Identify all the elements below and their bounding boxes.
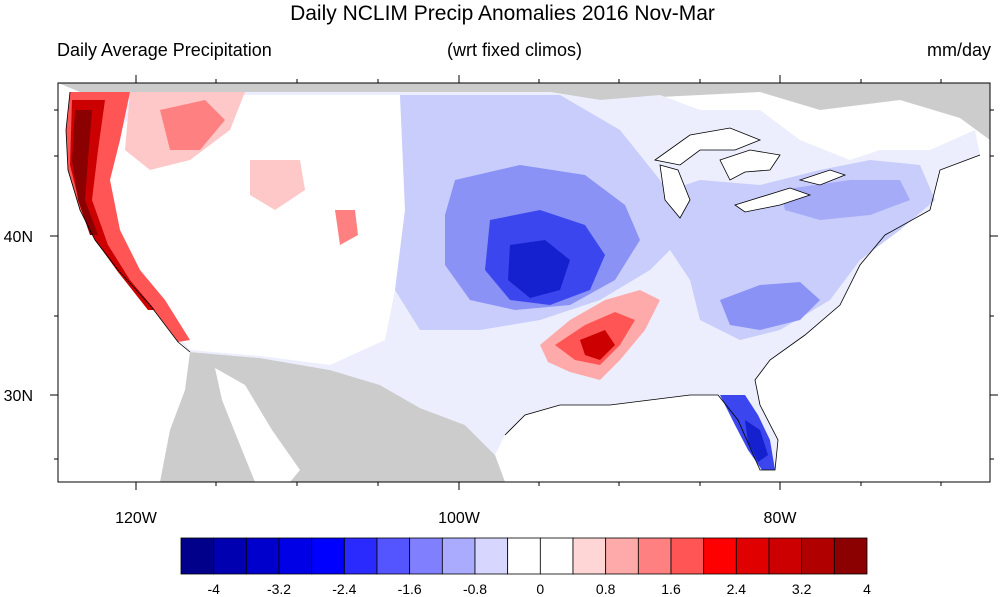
colorbar-box bbox=[539, 537, 574, 575]
colorbar-box bbox=[637, 537, 672, 575]
colorbar-label: 2.4 bbox=[727, 581, 747, 597]
colorbar-box bbox=[735, 537, 770, 575]
colorbar-box bbox=[833, 537, 868, 575]
colorbar-box bbox=[605, 537, 639, 575]
lat-label-30n: 30N bbox=[4, 388, 33, 405]
colorbar-box bbox=[474, 537, 509, 575]
map-panel bbox=[58, 83, 990, 482]
lon-label-100w: 100W bbox=[438, 510, 481, 527]
colorbar-box bbox=[343, 537, 378, 575]
colorbar-label: -1.6 bbox=[398, 581, 422, 597]
subtitle-left: Daily Average Precipitation bbox=[57, 40, 272, 60]
colorbar-box bbox=[278, 537, 313, 575]
lat-ticks bbox=[50, 109, 998, 460]
lon-label-120w: 120W bbox=[115, 510, 158, 527]
lon-ticks bbox=[135, 75, 942, 490]
colorbar-label: -2.4 bbox=[332, 581, 356, 597]
colorbar-label: 0.8 bbox=[596, 581, 616, 597]
colorbar-label: 0 bbox=[536, 581, 544, 597]
units-label: mm/day bbox=[926, 40, 991, 60]
lat-label-40n: 40N bbox=[4, 229, 33, 246]
colorbar-box bbox=[213, 537, 247, 575]
colorbar-label: -4 bbox=[207, 581, 220, 597]
colorbar-box bbox=[245, 537, 280, 575]
map-title: Daily NCLIM Precip Anomalies 2016 Nov-Ma… bbox=[290, 2, 715, 25]
subtitle-center: (wrt fixed climos) bbox=[447, 40, 583, 60]
colorbar-box bbox=[703, 537, 737, 575]
colorbar-box bbox=[507, 537, 541, 575]
colorbar: -4 -3.2 -2.4 -1.6 -0.8 0 0.8 1.6 2.4 3.2 4 bbox=[180, 537, 871, 597]
colorbar-box bbox=[441, 537, 476, 575]
colorbar-box bbox=[311, 537, 345, 575]
lon-label-80w: 80W bbox=[764, 510, 798, 527]
colorbar-box bbox=[768, 537, 803, 575]
colorbar-label: -0.8 bbox=[463, 581, 487, 597]
colorbar-label: 1.6 bbox=[661, 581, 681, 597]
colorbar-label: 4 bbox=[863, 581, 871, 597]
colorbar-label: 3.2 bbox=[792, 581, 812, 597]
colorbar-label: -3.2 bbox=[267, 581, 291, 597]
colorbar-box bbox=[801, 537, 835, 575]
colorbar-box bbox=[409, 537, 443, 575]
colorbar-box bbox=[670, 537, 705, 575]
colorbar-box bbox=[180, 537, 215, 575]
colorbar-box bbox=[572, 537, 607, 575]
colorbar-box bbox=[376, 537, 411, 575]
